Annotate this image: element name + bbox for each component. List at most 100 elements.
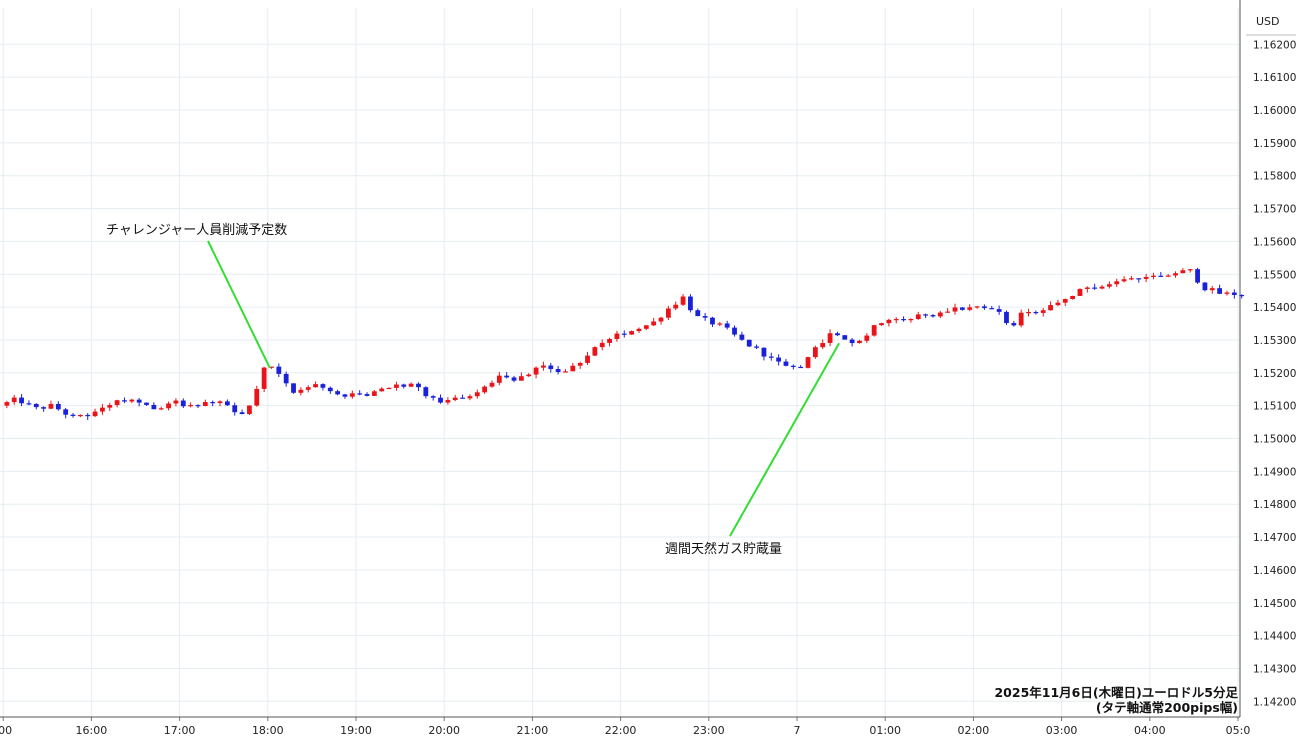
candle-up [820, 343, 826, 348]
candle-down [783, 361, 789, 366]
candle-up [474, 392, 480, 397]
x-tick-label: 17:00 [164, 724, 196, 737]
candle-up [489, 382, 495, 387]
candle-up [254, 388, 260, 406]
candle-up [871, 325, 877, 336]
y-tick-label: 1.15900 [1253, 138, 1296, 150]
candle-down [768, 356, 774, 358]
candle-up [893, 319, 899, 321]
candle-down [423, 387, 429, 397]
candle-down [761, 347, 767, 357]
candle-up [673, 304, 679, 309]
candle-down [63, 409, 69, 415]
candle-up [526, 374, 532, 377]
candle-up [717, 323, 723, 325]
y-tick-label: 1.14400 [1253, 631, 1296, 643]
candle-down [144, 402, 149, 405]
candle-up [173, 400, 179, 404]
candle-up [577, 362, 583, 366]
candles [4, 267, 1245, 420]
candle-down [989, 308, 995, 310]
candle-up [1129, 278, 1134, 280]
candle-down [122, 400, 127, 402]
candle-up [1143, 277, 1149, 279]
candle-down [842, 335, 848, 340]
candle-down [364, 394, 370, 396]
candle-up [386, 387, 392, 390]
candle-down [283, 373, 289, 384]
candle-down [1217, 288, 1223, 294]
annotation-label: 週間天然ガス貯蔵量 [665, 541, 782, 557]
x-tick-label: 05:0 [1226, 724, 1251, 737]
candle-up [467, 396, 473, 399]
candle-down [195, 405, 201, 407]
candle-down [19, 397, 24, 404]
y-tick-label: 1.14200 [1253, 696, 1296, 708]
candle-down [1158, 275, 1164, 277]
candle-up [636, 328, 642, 332]
candle-down [1092, 287, 1098, 289]
x-tick-label: 23:00 [693, 724, 725, 737]
candle-up [166, 403, 171, 409]
candle-down [1004, 311, 1009, 324]
candle-up [658, 317, 664, 322]
candle-down [849, 339, 855, 344]
candle-up [1114, 281, 1120, 285]
chart-caption-subtitle: (タテ軸通常200pips幅) [1096, 700, 1238, 715]
annotation-leader-line [207, 240, 271, 369]
candle-up [1151, 275, 1156, 278]
candle-up [879, 323, 884, 326]
x-tick-label: 18:00 [252, 724, 284, 737]
candle-up [599, 342, 605, 348]
candle-up [629, 331, 635, 335]
y-tick-label: 1.14300 [1253, 663, 1296, 675]
candle-down [1011, 323, 1017, 326]
candle-down [776, 357, 782, 362]
candle-down [548, 365, 554, 370]
candle-up [269, 366, 274, 368]
candle-up [452, 397, 458, 401]
candle-down [835, 333, 840, 336]
candle-up [261, 367, 267, 389]
candle-down [982, 306, 987, 309]
candle-down [151, 404, 157, 410]
candle-down [210, 402, 216, 404]
candle-down [710, 317, 715, 325]
candle-up [1070, 295, 1076, 300]
candle-down [26, 403, 32, 405]
candle-down [1239, 294, 1245, 297]
candle-down [724, 323, 730, 328]
candle-up [585, 355, 590, 363]
candle-up [1187, 269, 1193, 271]
y-tick-label: 1.14700 [1253, 532, 1296, 544]
candle-up [614, 333, 620, 339]
candle-down [923, 314, 929, 316]
candle-down [342, 394, 348, 397]
candle-up [915, 314, 921, 320]
y-tick-label: 1.15800 [1253, 171, 1296, 183]
y-tick-label: 1.14800 [1253, 499, 1296, 511]
candle-down [996, 309, 1002, 312]
candle-up [864, 335, 870, 341]
candle-up [1121, 279, 1127, 282]
y-tick-label: 1.15000 [1253, 434, 1296, 446]
candle-up [518, 376, 524, 381]
y-tick-label: 1.14600 [1253, 565, 1296, 577]
candle-up [974, 306, 980, 308]
candle-down [85, 414, 91, 417]
candle-down [1202, 282, 1208, 291]
candle-up [408, 383, 414, 387]
candle-down [901, 319, 906, 321]
candle-down [798, 366, 804, 369]
candle-up [812, 347, 818, 358]
candle-up [48, 403, 54, 409]
candle-down [224, 401, 230, 406]
y-tick-label: 1.15400 [1253, 302, 1296, 314]
x-tick-label: 02:00 [958, 724, 990, 737]
y-tick-label: 1.14500 [1253, 598, 1296, 610]
candle-up [298, 389, 304, 393]
candle-up [107, 405, 113, 408]
y-tick-label: 1.16000 [1253, 105, 1296, 117]
